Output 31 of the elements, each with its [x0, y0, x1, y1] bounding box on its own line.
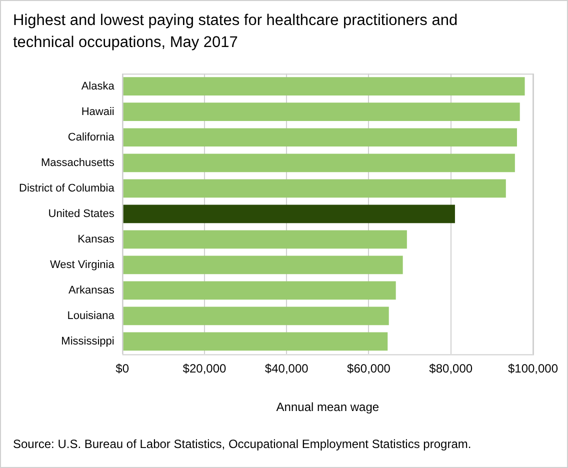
y-tick-label: Arkansas	[68, 284, 115, 296]
source-note: Source: U.S. Bureau of Labor Statistics, Occupational Employment Statistics program.	[13, 437, 472, 451]
x-axis-title: Annual mean wage	[276, 400, 380, 414]
bar	[122, 179, 506, 198]
chart-title: Highest and lowest paying states for healthcare practitioners and technical occupations, May 2017	[13, 11, 459, 53]
bar	[122, 306, 389, 326]
y-tick-label: Kansas	[78, 233, 115, 246]
y-tick-label: Alaska	[81, 80, 116, 92]
bar	[122, 281, 396, 300]
bar	[122, 230, 407, 249]
bar	[122, 77, 525, 96]
y-tick-label: Louisiana	[67, 310, 116, 322]
bar	[122, 154, 515, 172]
bar	[122, 102, 520, 122]
y-tick-label: West Virginia	[50, 258, 116, 271]
y-tick-label: Mississippi	[61, 335, 114, 348]
y-tick-label: Hawaii	[81, 106, 114, 118]
bar	[122, 204, 455, 224]
bar	[122, 256, 403, 274]
y-tick-label: United States	[48, 208, 115, 220]
x-tick-label: $40,000	[264, 362, 309, 376]
y-tick-label: California	[68, 131, 116, 144]
y-tick-label: District of Columbia	[19, 182, 116, 194]
x-tick-label: $60,000	[347, 362, 391, 376]
y-tick-label: Massachusetts	[40, 156, 115, 169]
bar	[122, 128, 517, 147]
x-tick-label: $20,000	[182, 362, 226, 376]
x-tick-label: $80,000	[429, 362, 473, 376]
x-tick-label: $100,000	[508, 362, 558, 376]
x-tick-label: $0	[116, 362, 130, 376]
bar	[122, 332, 388, 351]
